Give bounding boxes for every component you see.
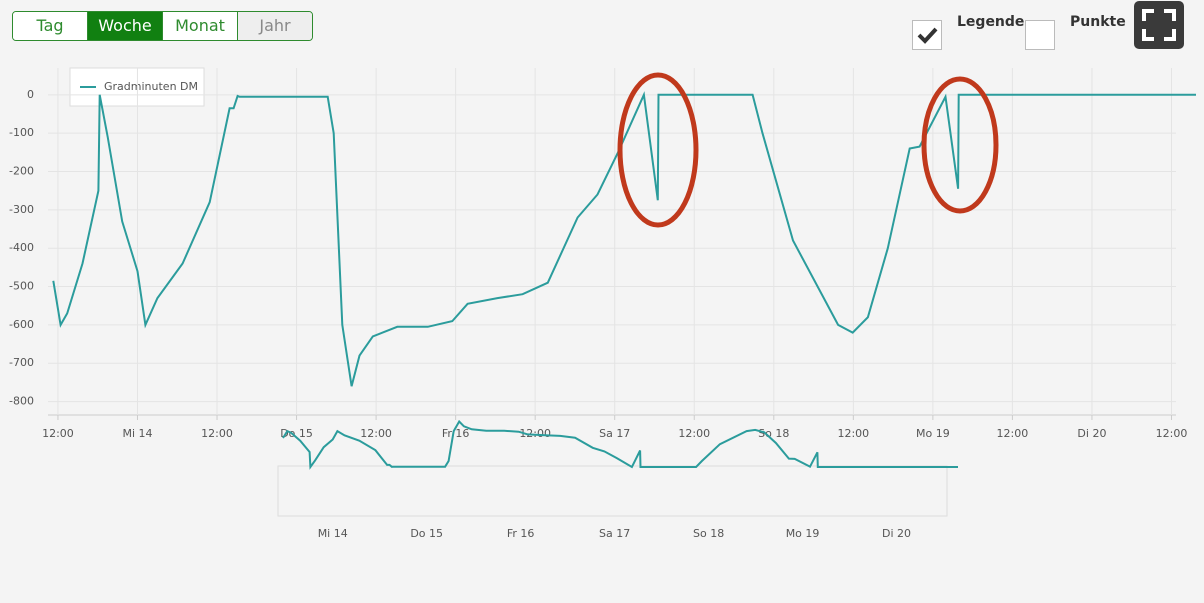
range-button[interactable]: Jahr bbox=[238, 12, 312, 40]
x-tick-label: 12:00 bbox=[1156, 427, 1188, 440]
x-tick-label: Do 15 bbox=[280, 427, 313, 440]
navigator-line bbox=[282, 419, 958, 470]
range-button[interactable]: Woche bbox=[88, 12, 163, 40]
navigator-frame bbox=[277, 465, 948, 517]
y-tick-label: -800 bbox=[9, 395, 34, 408]
navigator-tick-label: Sa 17 bbox=[599, 527, 630, 540]
line bbox=[52, 91, 1196, 387]
check-mark bbox=[917, 27, 938, 44]
x-tick-label: Di 20 bbox=[1077, 427, 1106, 440]
y-tick-label: 0 bbox=[27, 88, 34, 101]
x-tick-label: 12:00 bbox=[519, 427, 551, 440]
y-tick-label: -500 bbox=[9, 280, 34, 293]
y-tick-label: -700 bbox=[9, 356, 34, 369]
y-tick-label: -200 bbox=[9, 165, 34, 178]
checkbox[interactable] bbox=[1025, 20, 1055, 50]
navigator-tick-label: Mi 14 bbox=[318, 527, 348, 540]
range-button[interactable]: Monat bbox=[163, 12, 238, 40]
checkbox-label: Punkte bbox=[1070, 14, 1126, 30]
annotation-circle bbox=[921, 76, 999, 214]
x-tick-label: 12:00 bbox=[201, 427, 233, 440]
x-tick-label: Sa 17 bbox=[599, 427, 630, 440]
x-tick-label: So 18 bbox=[758, 427, 789, 440]
annotation-circle bbox=[617, 72, 699, 228]
navigator-tick-label: Mo 19 bbox=[786, 527, 820, 540]
x-tick-label: 12:00 bbox=[360, 427, 392, 440]
y-tick-label: -600 bbox=[9, 318, 34, 331]
legend-label: Gradminuten DM bbox=[104, 80, 198, 93]
checkbox[interactable] bbox=[912, 20, 942, 50]
x-tick-label: 12:00 bbox=[678, 427, 710, 440]
navigator-tick-label: Di 20 bbox=[882, 527, 911, 540]
x-tick-label: Mi 14 bbox=[122, 427, 152, 440]
y-tick-label: -400 bbox=[9, 241, 34, 254]
checkbox-label: Legende bbox=[957, 14, 1025, 30]
x-tick-label: 12:00 bbox=[997, 427, 1029, 440]
fullscreen-icon bbox=[1142, 9, 1176, 41]
x-tick-label: 12:00 bbox=[837, 427, 869, 440]
navigator-tick-label: So 18 bbox=[693, 527, 724, 540]
y-tick-label: -100 bbox=[9, 126, 34, 139]
x-tick-label: Fr 16 bbox=[442, 427, 470, 440]
legend-box bbox=[69, 67, 205, 107]
x-tick-label: 12:00 bbox=[42, 427, 74, 440]
navigator-tick-label: Do 15 bbox=[410, 527, 443, 540]
navigator-tick-label: Fr 16 bbox=[507, 527, 535, 540]
range-button[interactable]: Tag bbox=[13, 12, 88, 40]
fullscreen-button[interactable] bbox=[1134, 1, 1184, 49]
x-tick-label: Mo 19 bbox=[916, 427, 950, 440]
range-buttons: Tag Woche Monat Jahr bbox=[12, 11, 313, 41]
y-tick-label: -300 bbox=[9, 203, 34, 216]
